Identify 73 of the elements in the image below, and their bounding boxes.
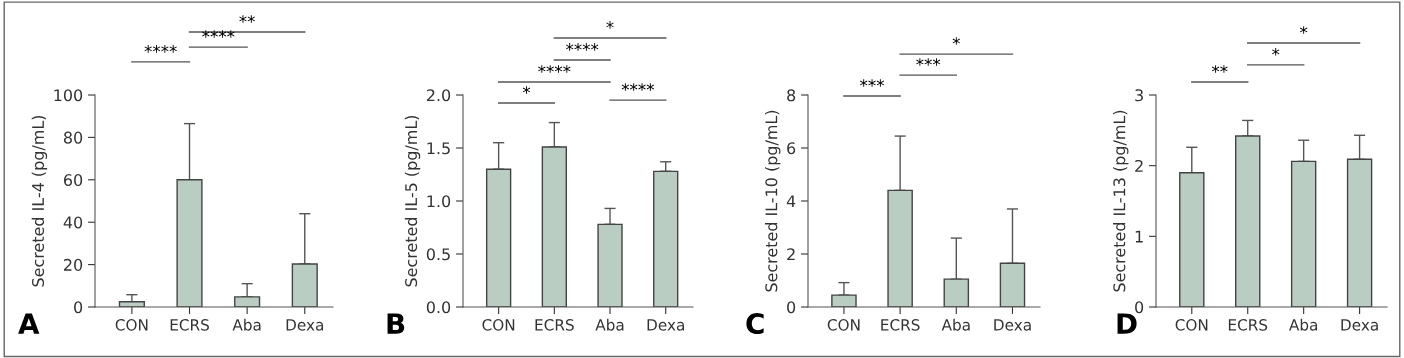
y-tick-label: 2 xyxy=(787,248,795,261)
y-tick-label: 0 xyxy=(1135,301,1144,314)
y-tick-label: 4 xyxy=(786,195,796,208)
x-tick-label: CON xyxy=(115,319,148,331)
x-tick-label: ECRS xyxy=(881,319,920,331)
text: **** xyxy=(538,65,571,73)
text: **** xyxy=(621,83,655,91)
bar xyxy=(653,170,679,307)
text: ** xyxy=(1211,65,1228,73)
y-tick-label: 80 xyxy=(63,131,83,144)
x-tick-label: Dexa xyxy=(647,319,684,331)
y-tick-label: 1.5 xyxy=(427,142,450,155)
bar xyxy=(831,294,857,307)
y-axis-title: Secreted IL-5 (pg/mL) xyxy=(404,115,421,287)
y-tick-label: 2.0 xyxy=(426,89,451,102)
y-tick-label: 0.5 xyxy=(426,248,450,261)
x-tick-label: ECRS xyxy=(1228,319,1268,331)
bar xyxy=(1179,172,1205,307)
y-tick-label: 0.0 xyxy=(426,301,451,314)
text: * xyxy=(522,86,531,94)
x-tick-label: ECRS xyxy=(535,319,574,331)
x-tick-label: Aba xyxy=(595,318,624,331)
x-tick-label: CON xyxy=(827,319,860,331)
x-tick-label: ECRS xyxy=(170,319,209,331)
y-axis-title: Secreted IL-13 (pg/mL) xyxy=(1113,110,1129,292)
y-tick-label: 3 xyxy=(1135,89,1143,102)
text: C xyxy=(746,313,764,335)
text: * xyxy=(606,21,614,29)
text: **** xyxy=(202,30,235,38)
text: D xyxy=(1117,313,1137,334)
text: A xyxy=(18,313,40,334)
bar xyxy=(176,179,203,307)
x-tick-label: Dexa xyxy=(994,319,1031,331)
x-tick-label: Aba xyxy=(1289,318,1318,331)
text: ** xyxy=(239,15,255,23)
x-tick-label: Aba xyxy=(941,318,970,331)
bar xyxy=(234,296,261,307)
y-tick-label: 1.0 xyxy=(427,195,451,208)
x-tick-label: Dexa xyxy=(286,319,324,331)
text: * xyxy=(952,37,960,45)
bar xyxy=(485,168,512,307)
y-tick-label: 0 xyxy=(74,301,83,314)
bar xyxy=(597,223,623,307)
text: *** xyxy=(860,79,885,87)
bar xyxy=(291,263,318,307)
x-tick-label: CON xyxy=(1175,319,1208,331)
y-tick-label: 2 xyxy=(1135,159,1143,172)
y-tick-label: 0 xyxy=(787,301,796,314)
y-tick-label: 8 xyxy=(787,89,796,102)
y-tick-label: 1 xyxy=(1135,230,1143,243)
bar xyxy=(887,189,913,307)
text: **** xyxy=(566,43,599,51)
y-tick-label: 40 xyxy=(63,216,83,229)
bar xyxy=(999,262,1026,307)
x-tick-label: Dexa xyxy=(1341,319,1378,331)
y-tick-label: 6 xyxy=(787,142,796,155)
bar xyxy=(1290,160,1317,307)
y-axis-title: Secreted IL-10 (pg/mL) xyxy=(765,110,781,292)
x-tick-label: Aba xyxy=(232,318,261,331)
y-tick-label: 100 xyxy=(54,89,83,102)
text: * xyxy=(1272,48,1280,56)
bar xyxy=(1235,135,1261,307)
bar xyxy=(541,146,568,307)
text: **** xyxy=(144,45,177,53)
bar xyxy=(943,278,970,307)
text: * xyxy=(1299,26,1308,34)
y-tick-label: 60 xyxy=(63,174,83,187)
bar xyxy=(1346,158,1373,307)
y-axis-title: Secreted IL-4 (pg/mL) xyxy=(31,115,48,287)
y-tick-label: 20 xyxy=(64,258,83,271)
text: B xyxy=(387,313,405,334)
x-tick-label: CON xyxy=(482,319,515,331)
text: *** xyxy=(916,58,941,66)
